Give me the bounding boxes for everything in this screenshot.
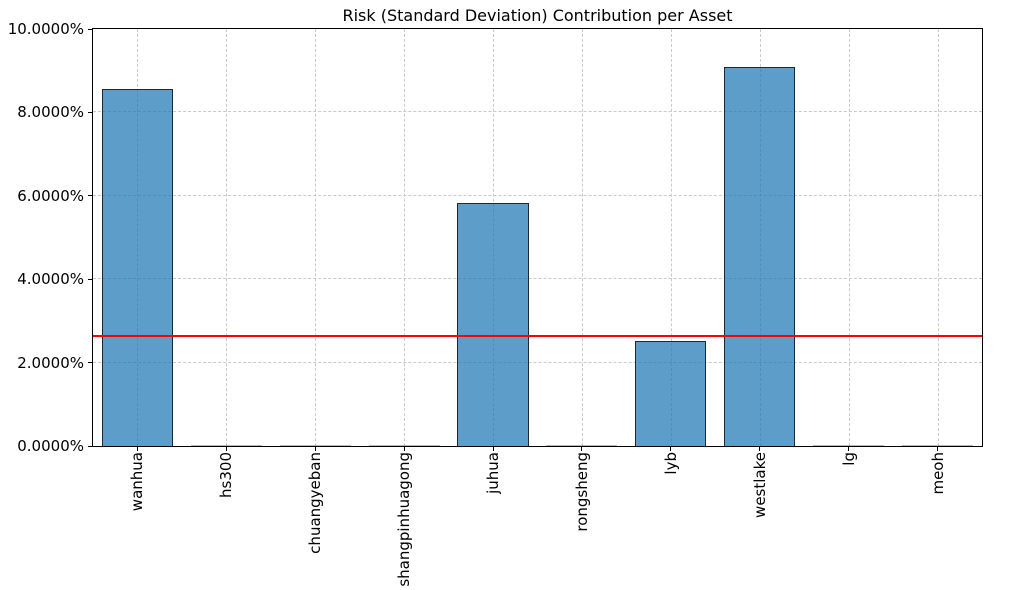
x-tick-mark [581,447,583,451]
bar-juhua [457,203,529,446]
x-tick-label: westlake [750,452,769,518]
x-tick-mark [492,447,494,451]
x-tick-mark [937,447,939,451]
y-tick-label: 4.0000% [17,270,84,289]
x-tick-label: chuangyeban [306,452,325,554]
x-tick-label: juhua [484,452,503,494]
y-gridline [93,278,982,280]
y-tick-mark [88,362,92,364]
x-tick-label: rongsheng [572,452,591,532]
x-gridline [937,29,939,446]
chart-title: Risk (Standard Deviation) Contribution p… [342,6,733,25]
y-tick-label: 6.0000% [17,186,84,205]
x-tick-mark [136,447,138,451]
y-tick-label: 2.0000% [17,353,84,372]
y-tick-mark [88,278,92,280]
x-gridline [581,29,583,446]
bar-hs300 [190,444,262,446]
x-tick-label: wanhua [128,452,147,512]
y-tick-mark [88,111,92,113]
x-tick-mark [848,447,850,451]
x-tick-mark [225,447,227,451]
x-tick-mark [759,447,761,451]
x-tick-label: lg [839,452,858,466]
x-tick-mark [403,447,405,451]
bar-chuangyeban [279,444,351,446]
plot-area [92,28,983,447]
x-gridline [404,29,406,446]
x-tick-mark [314,447,316,451]
x-gridline [315,29,317,446]
bar-meoh [901,444,974,446]
y-tick-mark [88,28,92,30]
bar-westlake [724,67,796,446]
x-gridline [670,29,672,446]
y-tick-label: 10.0000% [7,20,84,38]
y-gridline [93,111,982,113]
x-tick-mark [670,447,672,451]
y-gridline [93,194,982,196]
reference-line [93,335,982,338]
bar-shangpinhuagong [368,444,440,446]
bar-rongsheng [546,444,618,446]
bar-wanhua [101,89,173,446]
y-tick-label: 0.0000% [17,437,84,455]
x-gridline [226,29,228,446]
x-gridline [848,29,850,446]
bar-lg [813,444,885,446]
y-tick-label: 8.0000% [17,103,84,122]
x-tick-label: shangpinhuagong [395,452,414,587]
bar-lyb [635,340,707,446]
x-tick-label: hs300 [217,452,236,498]
y-tick-mark [88,445,92,447]
x-tick-label: meoh [928,452,947,495]
y-tick-mark [88,195,92,197]
y-gridline [93,361,982,363]
x-tick-label: lyb [661,452,680,475]
